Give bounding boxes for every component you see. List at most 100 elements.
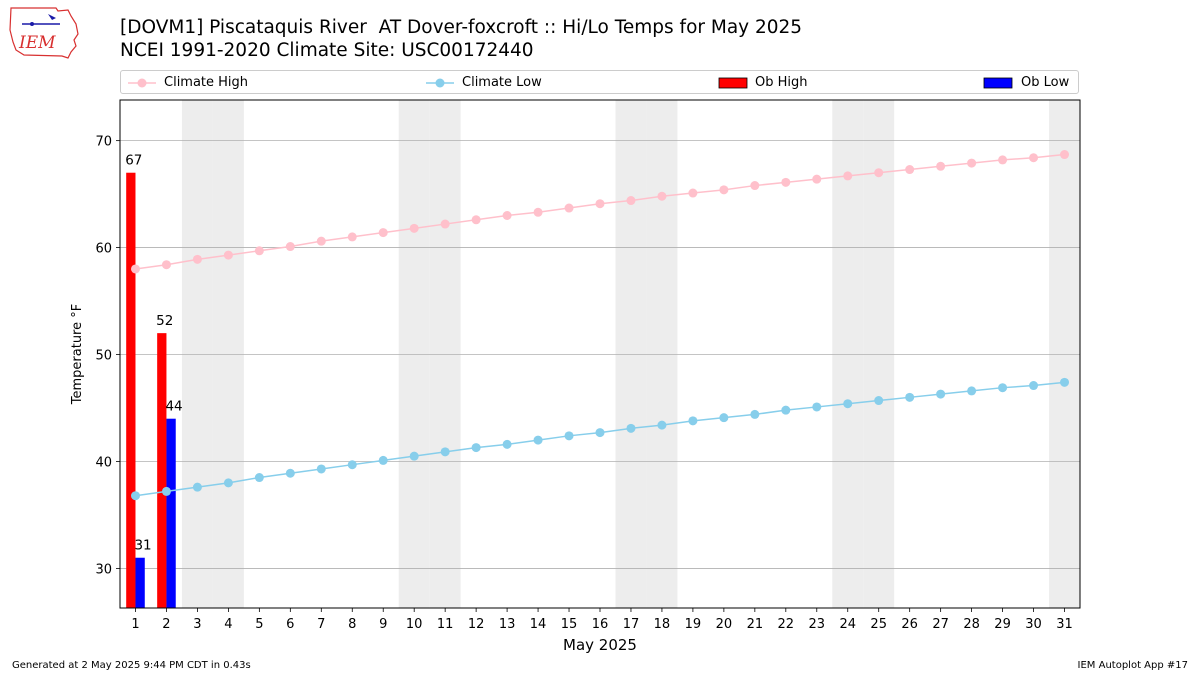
weekend-shade [832, 100, 864, 608]
climate-low-point [874, 396, 884, 406]
climate-high-point [1060, 150, 1070, 160]
climate-high-point [254, 246, 264, 256]
climate-high-point [378, 228, 388, 238]
climate-low-point [223, 478, 233, 488]
ob-high-bar-label: 67 [125, 153, 142, 169]
climate-high-point [750, 181, 760, 191]
climate-high-point [192, 254, 202, 264]
climate-high-point [471, 215, 481, 225]
legend-label: Climate Low [462, 75, 542, 90]
climate-high-point [316, 236, 326, 246]
y-axis-label: Temperature °F [70, 304, 85, 405]
x-tick-label: 23 [809, 617, 826, 632]
climate-low-point [502, 439, 512, 449]
climate-high-point [223, 250, 233, 260]
climate-low-point [316, 464, 326, 474]
climate-high-point [409, 223, 419, 233]
weekend-shade [615, 100, 647, 608]
x-tick-label: 9 [379, 617, 387, 632]
climate-low-point [688, 416, 698, 426]
climate-low-point [347, 460, 357, 470]
climate-high-point [285, 242, 295, 252]
climate-low-point [409, 451, 419, 461]
climate-low-point [781, 405, 791, 415]
x-tick-label: 14 [530, 617, 547, 632]
x-tick-label: 7 [317, 617, 325, 632]
weekend-shade [1049, 100, 1080, 608]
climate-low-point [192, 482, 202, 492]
climate-high-point [843, 171, 853, 181]
climate-low-point [1060, 377, 1070, 387]
x-tick-label: 13 [499, 617, 516, 632]
x-tick-label: 28 [963, 617, 980, 632]
iem-logo: IEM [9, 7, 79, 59]
x-tick-label: 25 [870, 617, 887, 632]
climate-high-point [905, 165, 915, 175]
x-tick-label: 1 [131, 617, 139, 632]
climate-high-point [936, 161, 946, 171]
ob-high-bar-label: 52 [156, 313, 173, 329]
climate-high-point [161, 260, 171, 270]
climate-high-point [440, 219, 450, 229]
climate-high-point [781, 177, 791, 187]
x-tick-label: 30 [1025, 617, 1042, 632]
y-tick-label: 50 [95, 349, 112, 364]
climate-high-line [135, 153, 1065, 270]
legend-label: Ob Low [1021, 75, 1070, 90]
weekend-shade [212, 100, 244, 608]
legend: Climate High Climate Low Ob High Ob Low [120, 70, 1079, 94]
climate-low-point [378, 455, 388, 465]
climate-low-point [967, 386, 977, 396]
y-tick-label: 40 [95, 455, 112, 470]
climate-low-point [254, 473, 264, 483]
x-tick-label: 6 [286, 617, 294, 632]
logo-text: IEM [18, 33, 56, 53]
x-tick-label: 12 [468, 617, 485, 632]
climate-low-point [626, 423, 636, 433]
x-tick-label: 11 [437, 617, 454, 632]
ob-low-bar-label: 44 [165, 399, 182, 415]
climate-high-point [564, 203, 574, 213]
generated-note: Generated at 2 May 2025 9:44 PM CDT in 0… [12, 660, 251, 671]
x-tick-label: 4 [224, 617, 232, 632]
climate-high-point [502, 211, 512, 221]
x-tick-label: 16 [592, 617, 609, 632]
climate-low-point [657, 420, 667, 430]
climate-high-point [130, 264, 140, 274]
climate-low-point [595, 428, 605, 438]
climate-low-point [471, 443, 481, 453]
climate-high-point [719, 185, 729, 195]
climate-low-point [285, 468, 295, 478]
chart-title: [DOVM1] Piscataquis River AT Dover-foxcr… [120, 17, 803, 38]
climate-low-point [130, 491, 140, 501]
climate-high-point [347, 232, 357, 242]
climate-low-point [719, 413, 729, 423]
climate-low-point [161, 486, 171, 496]
x-tick-label: 21 [747, 617, 764, 632]
x-tick-label: 15 [561, 617, 578, 632]
x-axis-label: May 2025 [563, 636, 637, 654]
climate-low-point [440, 447, 450, 457]
x-tick-label: 18 [654, 617, 671, 632]
climate-high-point [812, 174, 822, 184]
ob-low-bar-label: 31 [134, 538, 151, 554]
ob-low-bar [166, 418, 176, 608]
x-tick-label: 8 [348, 617, 356, 632]
climate-low-point [812, 402, 822, 412]
climate-high-point [874, 168, 884, 178]
climate-high-point [626, 196, 636, 206]
x-tick-label: 5 [255, 617, 263, 632]
climate-low-point [1029, 381, 1039, 391]
weekend-shade [429, 100, 461, 608]
climate-low-point [998, 383, 1008, 393]
y-tick-label: 30 [95, 562, 112, 577]
x-tick-label: 3 [193, 617, 201, 632]
ob-high-bar [126, 172, 136, 608]
weekend-shade [646, 100, 678, 608]
climate-low-point [936, 389, 946, 399]
app-credit: IEM Autoplot App #17 [1077, 660, 1188, 671]
climate-low-line [135, 381, 1065, 497]
climate-low-point [750, 409, 760, 419]
climate-low-point [905, 392, 915, 402]
climate-high-point [1029, 153, 1039, 163]
